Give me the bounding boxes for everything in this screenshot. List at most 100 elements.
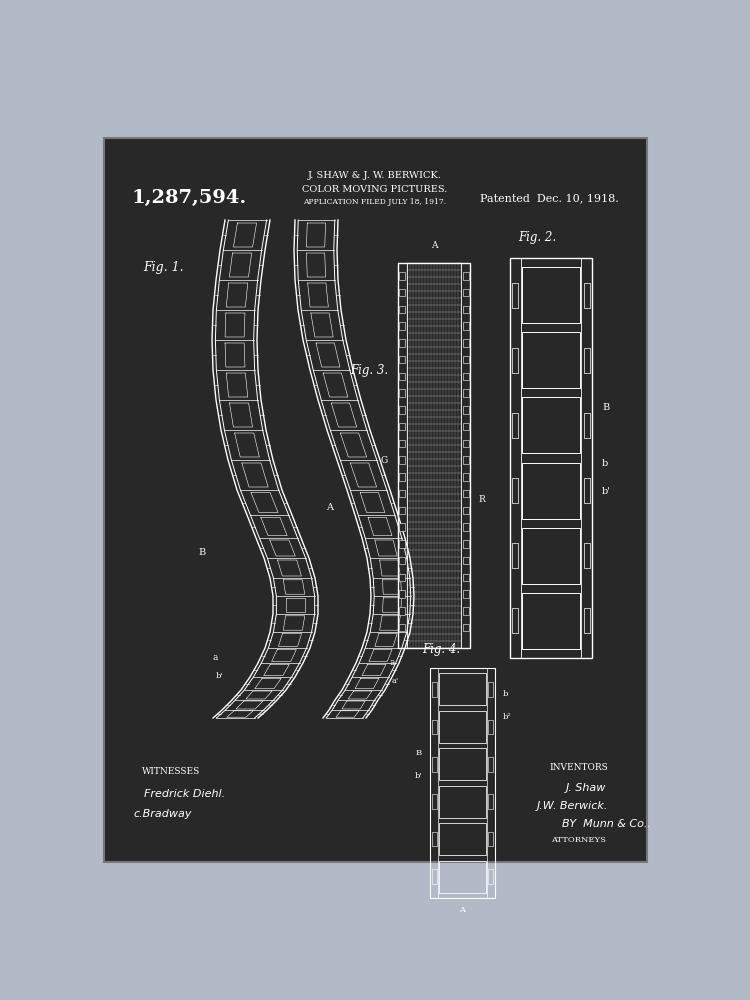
- Text: b: b: [503, 690, 509, 698]
- Bar: [432, 720, 436, 734]
- Bar: [104, 138, 646, 862]
- Bar: [398, 263, 470, 648]
- Bar: [584, 608, 590, 633]
- Text: B: B: [416, 749, 422, 757]
- Bar: [440, 711, 485, 743]
- Text: b²: b²: [503, 713, 512, 721]
- Bar: [432, 757, 436, 772]
- Bar: [522, 267, 580, 323]
- Text: a': a': [392, 677, 399, 685]
- Bar: [463, 456, 469, 464]
- Bar: [522, 397, 580, 453]
- Bar: [488, 869, 493, 884]
- Bar: [463, 490, 469, 497]
- Text: Fig. 1.: Fig. 1.: [143, 261, 184, 274]
- Bar: [522, 528, 580, 584]
- Text: Patented  Dec. 10, 1918.: Patented Dec. 10, 1918.: [480, 193, 619, 203]
- Bar: [463, 356, 469, 363]
- Text: Fig. 3.: Fig. 3.: [350, 364, 388, 377]
- Bar: [488, 794, 493, 809]
- Bar: [512, 543, 518, 568]
- Text: Fredrick Diehl.: Fredrick Diehl.: [143, 789, 225, 799]
- Bar: [400, 339, 405, 347]
- Bar: [400, 590, 405, 598]
- Text: b': b': [414, 772, 422, 780]
- Bar: [463, 440, 469, 447]
- Bar: [512, 608, 518, 633]
- Text: a: a: [389, 658, 394, 667]
- Bar: [432, 832, 436, 846]
- Bar: [440, 786, 485, 818]
- Text: J.W. Berwick.: J.W. Berwick.: [537, 801, 608, 811]
- Text: b': b': [216, 672, 223, 680]
- Bar: [463, 289, 469, 296]
- Bar: [400, 574, 405, 581]
- Bar: [400, 507, 405, 514]
- Bar: [512, 283, 518, 308]
- Bar: [510, 258, 592, 658]
- Bar: [400, 557, 405, 564]
- Bar: [400, 389, 405, 397]
- Text: WITNESSES: WITNESSES: [142, 768, 201, 776]
- Bar: [463, 607, 469, 615]
- Bar: [463, 507, 469, 514]
- Bar: [440, 823, 485, 855]
- Bar: [463, 574, 469, 581]
- Bar: [432, 794, 436, 809]
- Bar: [488, 832, 493, 846]
- Bar: [512, 478, 518, 503]
- Bar: [463, 423, 469, 430]
- Text: c.Bradway: c.Bradway: [134, 809, 192, 819]
- Bar: [430, 668, 495, 898]
- Bar: [400, 423, 405, 430]
- Bar: [463, 590, 469, 598]
- Bar: [512, 413, 518, 438]
- Bar: [432, 869, 436, 884]
- Text: b': b': [602, 487, 611, 496]
- Text: 1,287,594.: 1,287,594.: [131, 189, 247, 207]
- Text: A: A: [326, 503, 334, 512]
- Bar: [400, 373, 405, 380]
- Bar: [512, 348, 518, 373]
- Bar: [400, 440, 405, 447]
- Bar: [463, 540, 469, 548]
- Bar: [400, 356, 405, 363]
- Bar: [522, 593, 580, 649]
- Text: J. Shaw: J. Shaw: [566, 783, 607, 793]
- Bar: [440, 748, 485, 780]
- Bar: [440, 861, 485, 893]
- Bar: [488, 720, 493, 734]
- Bar: [400, 406, 405, 414]
- Bar: [463, 624, 469, 631]
- Bar: [584, 478, 590, 503]
- Bar: [463, 406, 469, 414]
- Text: ATTORNEYS: ATTORNEYS: [551, 836, 606, 844]
- Bar: [584, 543, 590, 568]
- Bar: [584, 283, 590, 308]
- Bar: [463, 473, 469, 481]
- Bar: [584, 348, 590, 373]
- Text: BY  Munn & Co..: BY Munn & Co..: [562, 819, 650, 829]
- Bar: [400, 473, 405, 481]
- Bar: [488, 757, 493, 772]
- Text: b: b: [602, 459, 608, 468]
- Bar: [432, 682, 436, 697]
- Bar: [463, 373, 469, 380]
- Bar: [522, 332, 580, 388]
- Bar: [463, 306, 469, 313]
- Text: G: G: [381, 456, 388, 465]
- Text: Fig. 2.: Fig. 2.: [518, 232, 556, 244]
- Text: A: A: [430, 241, 437, 250]
- Bar: [400, 289, 405, 296]
- Bar: [463, 272, 469, 280]
- Bar: [463, 339, 469, 347]
- Bar: [400, 490, 405, 497]
- Bar: [522, 463, 580, 519]
- Bar: [400, 540, 405, 548]
- Bar: [400, 272, 405, 280]
- Text: R: R: [478, 495, 484, 504]
- Bar: [463, 523, 469, 531]
- Text: INVENTORS: INVENTORS: [549, 762, 608, 772]
- Text: COLOR MOVING PICTURES.: COLOR MOVING PICTURES.: [302, 186, 448, 194]
- Bar: [463, 322, 469, 330]
